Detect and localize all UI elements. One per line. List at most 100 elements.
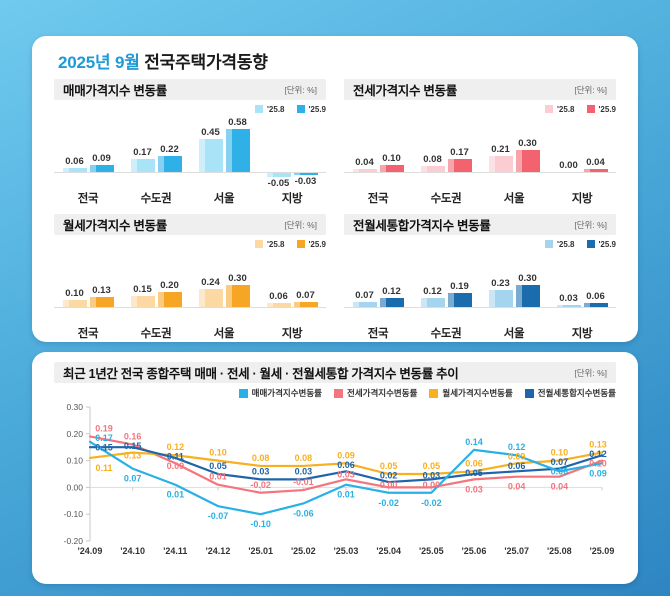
bar-charts-grid: 매매가격지수 변동률 [단위: %] '25.8 '25.9 0.06 0.09 0.17 0…	[54, 79, 616, 341]
bar	[89, 297, 114, 307]
x-tick-label: '25.06	[462, 546, 487, 556]
point-value-label: 0.10	[589, 459, 607, 469]
legend-chip	[255, 105, 264, 113]
trend-card: 최근 1년간 전국 종합주택 매매 · 전세 · 월세 · 전월세통합 가격지수…	[32, 352, 638, 584]
bar-value-label: 0.10	[382, 153, 401, 164]
bar	[352, 302, 377, 307]
axis-baseline	[54, 172, 326, 173]
chart-title: 월세가격지수 변동률	[63, 219, 167, 233]
bar-chart-panel: 전월세통합가격지수 변동률 [단위: %] '25.8'25.9 0.07 0.12 0.…	[344, 214, 616, 341]
point-value-label: 0.14	[465, 437, 483, 447]
chart-header: 전세가격지수 변동률 [단위: %]	[344, 79, 616, 100]
legend-item-label: '25.8	[557, 239, 575, 249]
bar	[379, 298, 404, 307]
legend-item: 월세가격지수변동률	[429, 387, 513, 399]
bar-value-label: 0.00	[559, 160, 578, 171]
legend-item: '25.9	[586, 240, 616, 249]
y-tick-label: -0.10	[64, 509, 84, 519]
y-tick-label: 0.00	[66, 482, 83, 492]
unit-label: [단위: %]	[284, 219, 317, 230]
summary-card: 2025년 9월 전국주택가격동향 매매가격지수 변동률 [단위: %] '25.8…	[32, 36, 638, 342]
bar	[556, 305, 581, 307]
point-value-label: 0.19	[95, 423, 113, 433]
bar	[198, 289, 223, 307]
bar	[62, 168, 87, 172]
x-tick-label: '24.10	[120, 546, 145, 556]
y-tick-label: 0.20	[66, 429, 83, 439]
bar-value-label: 0.07	[355, 290, 374, 301]
axis-baseline	[344, 307, 616, 308]
point-value-label: 0.00	[423, 480, 441, 490]
trend-chart-title: 최근 1년간 전국 종합주택 매매 · 전세 · 월세 · 전월세통합 가격지수…	[63, 367, 459, 381]
bar-value-label: 0.06	[586, 291, 605, 302]
point-value-label: 0.09	[589, 468, 607, 478]
legend-chip	[334, 388, 344, 398]
legend-item-label: '25.9	[308, 239, 326, 249]
x-tick-label: '25.08	[547, 546, 572, 556]
bar-value-label: 0.03	[559, 293, 578, 304]
page-title-month: 2025년 9월	[58, 53, 140, 72]
bar-value-label: 0.13	[92, 285, 111, 296]
bar	[447, 293, 472, 307]
point-value-label: -0.02	[250, 480, 271, 490]
legend-chip	[255, 240, 264, 248]
bar	[293, 302, 318, 307]
axis-baseline	[54, 307, 326, 308]
point-value-label: 0.05	[380, 461, 398, 471]
point-value-label: -0.01	[293, 477, 314, 487]
category-label: 수도권	[430, 193, 462, 205]
point-value-label: 0.04	[508, 482, 526, 492]
unit-label: [단위: %]	[574, 367, 607, 378]
category-label: 전국	[77, 328, 99, 340]
bar-value-label: 0.04	[355, 157, 374, 168]
bar	[379, 165, 404, 172]
x-tick-label: '25.01	[248, 546, 273, 556]
chart-title: 전세가격지수 변동률	[353, 84, 457, 98]
page-title-text: 전국주택가격동향	[139, 53, 268, 72]
bar-value-label: 0.30	[518, 138, 537, 149]
unit-label: [단위: %]	[574, 84, 607, 95]
x-tick-label: '25.02	[291, 546, 316, 556]
bar-chart-panel: 월세가격지수 변동률 [단위: %] '25.8'25.9 0.10 0.13 0.15 0…	[54, 214, 326, 341]
trend-line-chart-svg: 0.300.200.100.00-0.10-0.200.190.170.150.…	[64, 402, 615, 556]
bar-value-label: 0.17	[450, 147, 469, 158]
chart-legend: '25.8 '25.9	[344, 103, 616, 115]
legend-item: '25.9	[296, 239, 326, 249]
legend-chip	[296, 240, 305, 248]
chart-title: 매매가격지수 변동률	[63, 84, 167, 98]
point-value-label: 0.12	[589, 449, 607, 459]
point-value-label: 0.01	[209, 472, 227, 482]
y-tick-label: -0.20	[64, 536, 84, 546]
point-value-label: 0.15	[124, 441, 142, 451]
bar-value-label: 0.24	[201, 277, 220, 288]
point-value-label: -0.06	[293, 508, 314, 518]
legend-item-label: 매매가격지수변동률	[251, 388, 323, 398]
legend-chip	[545, 105, 554, 113]
bar-plot: 0.10 0.13 0.15 0.20 0.24 0.30 0.06 0.07	[54, 251, 326, 323]
y-tick-label: 0.10	[66, 456, 83, 466]
bar-value-label: 0.17	[133, 147, 152, 158]
point-value-label: 0.13	[124, 451, 142, 461]
point-value-label: 0.09	[508, 452, 526, 462]
legend-chip	[238, 388, 248, 398]
point-value-label: 0.10	[209, 448, 227, 458]
bar-value-label: 0.15	[133, 284, 152, 295]
point-value-label: 0.06	[337, 460, 355, 470]
bar	[62, 300, 87, 307]
chart-header: 전월세통합가격지수 변동률 [단위: %]	[344, 214, 616, 235]
chart-legend: '25.8 '25.9	[344, 238, 616, 250]
legend-chip	[524, 388, 534, 398]
point-value-label: 0.09	[337, 450, 355, 460]
bar-value-label: 0.09	[92, 153, 111, 164]
bar-value-label: 0.04	[586, 157, 605, 168]
bar	[420, 166, 445, 172]
x-tick-label: '24.12	[206, 546, 231, 556]
y-tick-label: 0.30	[66, 402, 83, 412]
point-value-label: 0.12	[167, 442, 185, 452]
bar	[130, 159, 155, 172]
category-label: 지방	[281, 328, 303, 340]
bar-value-label: 0.30	[518, 273, 537, 284]
bar-value-label: 0.07	[296, 290, 315, 301]
point-value-label: 0.06	[465, 458, 483, 468]
legend-chip	[545, 240, 554, 248]
